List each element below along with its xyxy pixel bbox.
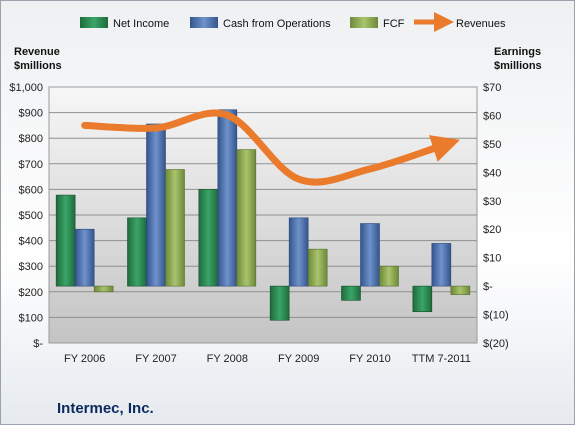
right-axis-title-line2: $millions bbox=[494, 60, 542, 72]
bar-net-income bbox=[55, 194, 76, 287]
bar-fcf bbox=[93, 285, 114, 293]
bar-fcf bbox=[236, 149, 257, 287]
right-axis-title-line1: Earnings bbox=[494, 46, 541, 58]
bar-fcf bbox=[379, 265, 399, 287]
legend-swatch-net-income bbox=[80, 17, 108, 28]
right-tick-label: $70 bbox=[483, 82, 501, 94]
left-tick-label: $100 bbox=[19, 312, 43, 324]
right-tick-label: $40 bbox=[483, 167, 501, 179]
category-label: FY 2007 bbox=[135, 353, 176, 365]
left-tick-label: $300 bbox=[19, 261, 43, 273]
revenue-line bbox=[81, 109, 460, 186]
bar-net-income bbox=[198, 189, 219, 287]
legend-label-net-income: Net Income bbox=[113, 18, 169, 30]
left-tick-label: $600 bbox=[19, 184, 43, 196]
bar-net-income bbox=[127, 217, 147, 287]
right-tick-label: $20 bbox=[483, 224, 501, 236]
line-revenues bbox=[81, 109, 460, 186]
company-name: Intermec, Inc. bbox=[57, 400, 154, 417]
legend-swatch-fcf bbox=[350, 17, 378, 28]
right-tick-label: $50 bbox=[483, 139, 501, 151]
left-tick-label: $200 bbox=[19, 287, 43, 299]
bar-cash-from-operations bbox=[288, 217, 309, 287]
legend: Net Income Cash from Operations FCF Reve… bbox=[80, 12, 506, 32]
category-label: FY 2008 bbox=[207, 353, 248, 365]
left-tick-label: $1,000 bbox=[9, 82, 43, 94]
right-tick-label: $- bbox=[483, 281, 493, 293]
legend-label-fcf: FCF bbox=[383, 18, 405, 30]
bar-cash-from-operations bbox=[431, 243, 452, 287]
left-axis-title-line2: $millions bbox=[14, 60, 62, 72]
category-label: FY 2010 bbox=[349, 353, 390, 365]
bar-cash-from-operations bbox=[217, 109, 238, 287]
right-tick-label: $10 bbox=[483, 253, 501, 265]
right-tick-label: $30 bbox=[483, 196, 501, 208]
right-tick-label: $(20) bbox=[483, 338, 509, 350]
legend-label-revenues: Revenues bbox=[456, 18, 506, 30]
legend-swatch-cash-from-operations bbox=[190, 17, 218, 28]
bar-series bbox=[55, 109, 471, 321]
left-axis-title-line1: Revenue bbox=[14, 46, 60, 58]
left-tick-label: $500 bbox=[19, 210, 43, 222]
left-tick-label: $800 bbox=[19, 133, 43, 145]
category-label: FY 2009 bbox=[278, 353, 319, 365]
bar-fcf bbox=[450, 285, 471, 295]
left-tick-label: $900 bbox=[19, 108, 43, 120]
bar-cash-from-operations bbox=[146, 123, 166, 287]
left-axis-ticks: $- $100 $200 $300 $400 $500 $600 $700 $800 $900 $1… bbox=[9, 82, 43, 350]
bar-fcf bbox=[307, 248, 328, 287]
bar-cash-from-operations bbox=[74, 228, 95, 287]
legend-label-cash-from-operations: Cash from Operations bbox=[223, 18, 331, 30]
gridlines bbox=[49, 112, 477, 318]
left-tick-label: $- bbox=[33, 338, 43, 350]
category-label: FY 2006 bbox=[64, 353, 105, 365]
bar-net-income bbox=[412, 285, 433, 313]
left-tick-label: $400 bbox=[19, 236, 43, 248]
bar-net-income bbox=[341, 285, 361, 301]
category-labels: FY 2006 FY 2007 FY 2008 FY 2009 FY 2010 TTM 7… bbox=[64, 353, 471, 365]
right-axis-ticks: $(20) $(10) $- $10 $20 $30 $40 $50 $60 $70 bbox=[483, 82, 509, 350]
bar-net-income bbox=[269, 285, 290, 321]
bar-cash-from-operations bbox=[360, 223, 380, 287]
left-tick-label: $700 bbox=[19, 159, 43, 171]
right-tick-label: $60 bbox=[483, 110, 501, 122]
category-label: TTM 7-2011 bbox=[412, 353, 471, 365]
bar-fcf bbox=[165, 169, 185, 287]
right-tick-label: $(10) bbox=[483, 310, 509, 322]
